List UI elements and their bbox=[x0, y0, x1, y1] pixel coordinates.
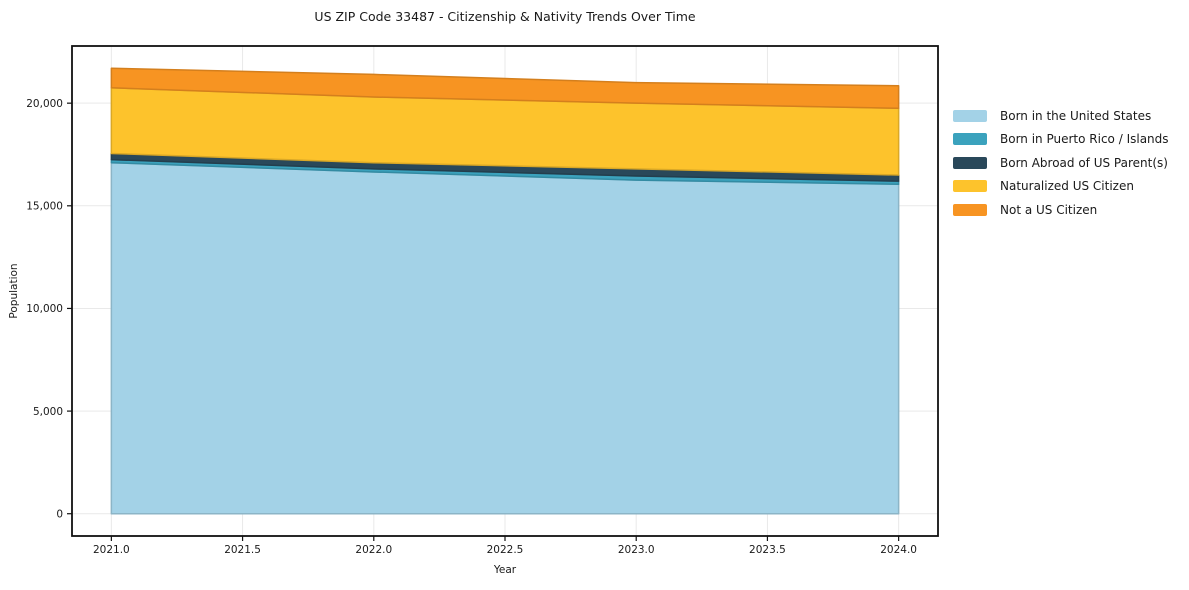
x-tick-label: 2022.5 bbox=[487, 544, 524, 556]
legend-item-4: Not a US Citizen bbox=[953, 198, 1169, 222]
legend-swatch-icon bbox=[953, 109, 987, 122]
y-tick-label: 0 bbox=[56, 508, 63, 520]
x-tick-label: 2023.5 bbox=[749, 544, 786, 556]
y-axis-label: Population bbox=[8, 263, 20, 319]
legend-swatch-icon bbox=[953, 203, 987, 216]
area-layer-4 bbox=[110, 67, 900, 110]
legend-swatch-icon bbox=[953, 156, 987, 169]
y-tick-label: 15,000 bbox=[26, 201, 63, 213]
legend-item-1: Born in Puerto Rico / Islands bbox=[953, 128, 1169, 152]
legend-item-2: Born Abroad of US Parent(s) bbox=[953, 151, 1169, 175]
legend-label: Not a US Citizen bbox=[1000, 202, 1098, 217]
legend-label: Born in the United States bbox=[1000, 108, 1152, 123]
chart-title: US ZIP Code 33487 - Citizenship & Nativi… bbox=[314, 9, 696, 24]
x-tick-label: 2021.5 bbox=[224, 544, 261, 556]
x-axis-label: Year bbox=[493, 564, 517, 576]
legend-item-3: Naturalized US Citizen bbox=[953, 175, 1169, 199]
area-layer-0 bbox=[110, 161, 900, 515]
y-tick-label: 20,000 bbox=[26, 98, 63, 110]
x-tick-label: 2023.0 bbox=[618, 544, 655, 556]
legend-label: Born Abroad of US Parent(s) bbox=[1000, 155, 1168, 170]
y-tick-label: 10,000 bbox=[26, 303, 63, 315]
x-tick-label: 2022.0 bbox=[355, 544, 392, 556]
legend-swatch-icon bbox=[953, 180, 987, 193]
legend-label: Naturalized US Citizen bbox=[1000, 179, 1134, 194]
legend: Born in the United States Born in Puerto … bbox=[953, 104, 1169, 222]
legend-label: Born in Puerto Rico / Islands bbox=[1000, 132, 1169, 147]
legend-swatch-icon bbox=[953, 133, 987, 146]
legend-item-0: Born in the United States bbox=[953, 104, 1169, 128]
x-tick-label: 2021.0 bbox=[93, 544, 130, 556]
x-tick-label: 2024.0 bbox=[880, 544, 917, 556]
y-tick-label: 5,000 bbox=[33, 406, 63, 418]
